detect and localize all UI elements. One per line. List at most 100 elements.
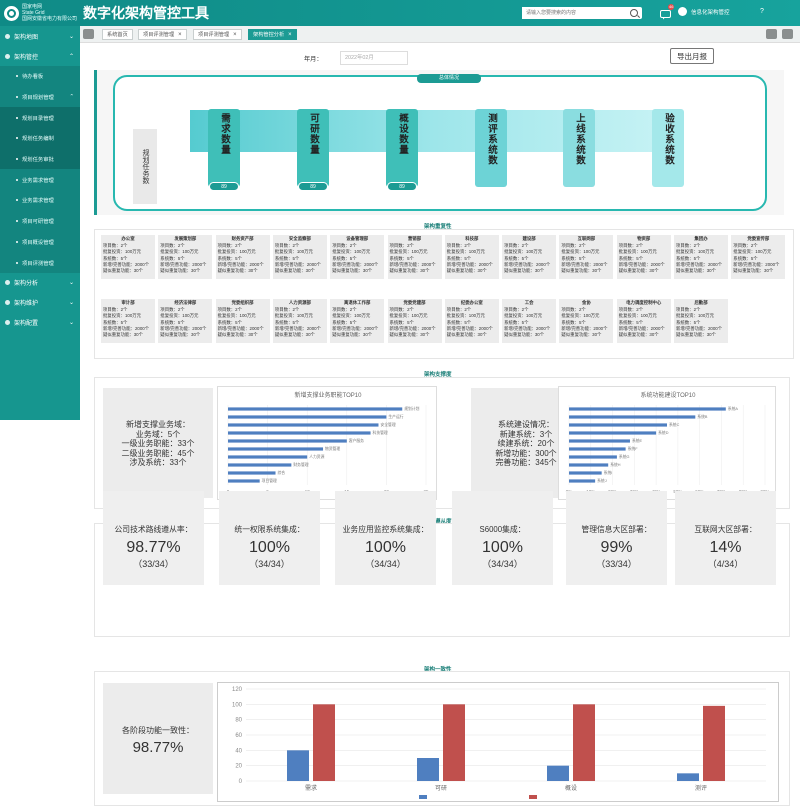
dept-metric: 项目数：2个 — [446, 243, 472, 249]
tab-label: 项目评测管理 — [143, 32, 175, 38]
dept-card[interactable]: 互联网部 项目数：2个 批复投资：100万元 系统数：5个 新增/完善功能：2000个疑… — [559, 235, 614, 279]
close-icon[interactable]: × — [233, 31, 237, 38]
sidebar-item-label: 架构维护 — [14, 301, 39, 308]
dept-name: 纪委办公室 — [460, 300, 483, 305]
dept-card[interactable]: 设备管理部 项目数：2个 批复投资：100万元 系统数：5个 新增/完善功能：2000个… — [330, 235, 385, 279]
dept-name: 人力资源部 — [288, 300, 311, 305]
dept-card[interactable]: 发展策划部 项目数：2个 批复投资：100万元 系统数：5个 新增/完善功能：2000个… — [158, 235, 213, 279]
help-icon[interactable]: ? — [760, 8, 764, 15]
sidebar-subitem[interactable]: 项目概设管理 — [0, 231, 80, 253]
dept-metric: 系统数：5个 — [103, 255, 128, 261]
dept-metric: 疑似重复功能：30个 — [561, 268, 602, 274]
chevron-down-icon: ⌄ — [68, 300, 74, 307]
sidebar-subitem[interactable]: 项目可研管理 — [0, 210, 80, 232]
dept-metric: 系统数：5个 — [332, 255, 357, 261]
dept-card[interactable]: 纪委办公室 项目数：2个 批复投资：100万元 系统数：5个 新增/完善功能：2000个… — [444, 299, 499, 343]
stage-feasibility[interactable]: 可研数量 89 — [297, 109, 329, 191]
bar — [228, 415, 387, 419]
overview-title: 总体情况 — [417, 74, 481, 83]
tab-eval-1[interactable]: 项目评测管理 × — [138, 29, 187, 40]
x-category-label: 可研 — [435, 785, 447, 792]
kpi-pct: 14% — [709, 539, 742, 556]
dept-card[interactable]: 党委党建部 项目数：2个 批复投资：100万元 系统数：5个 新增/完善功能：2000个… — [387, 299, 442, 343]
stage-test[interactable]: 测评系统数 — [475, 109, 507, 187]
dept-card[interactable]: 后勤部 项目数：2个 批复投资：100万元 系统数：5个 新增/完善功能：2000个 疑似… — [674, 299, 728, 343]
business-top10-chart: 新增支撑业务职能TOP100510152025规划计划生产运行安全管理科技管理客… — [217, 386, 437, 500]
dept-card[interactable]: 离退休工作部 项目数：2个 批复投资：100万元 系统数：5个 新增/完善功能：2000… — [330, 299, 385, 343]
dept-card[interactable]: 集团办 项目数：2个 批复投资：100万元 系统数：5个 新增/完善功能：2000个 疑似… — [674, 235, 728, 279]
dept-card[interactable]: 物资部 项目数：2个 批复投资：100万元 系统数：5个 新增/完善功能：2000个 疑似… — [616, 235, 671, 279]
close-icon[interactable]: × — [288, 31, 292, 38]
stat-line: 完善功能：345个 — [495, 458, 557, 467]
dept-card[interactable]: 审计部 项目数：2个 批复投资：100万元 系统数：5个 新增/完善功能：2000个 疑似… — [101, 299, 155, 343]
dept-card[interactable]: 科技部 项目数：2个 批复投资：100万元 系统数：5个 新增/完善功能：2000个 疑似… — [444, 235, 499, 279]
bar — [569, 407, 726, 411]
dept-card[interactable]: 安全监察部 项目数：2个 批复投资：100万元 系统数：5个 新增/完善功能：2000个… — [272, 235, 327, 279]
sidebar-subitem[interactable]: 业务需求管理 — [0, 190, 80, 211]
tab-menu-button[interactable] — [782, 29, 793, 39]
sidebar-subitem[interactable]: 待办看板 — [0, 66, 80, 87]
sidebar-subitem[interactable]: 项目规划管理 ⌃ — [0, 86, 80, 108]
dept-card[interactable]: 建设部 项目数：2个 批复投资：100万元 系统数：5个 新增/完善功能：2000个 疑似… — [502, 235, 557, 279]
dept-card[interactable]: 财务资产部 项目数：2个 批复投资：100万元 系统数：5个 新增/完善功能：2000个… — [215, 235, 270, 279]
month-picker[interactable]: 2022年02月 — [340, 51, 408, 65]
dept-card[interactable]: 营销部 项目数：2个 批复投资：100万元 系统数：5个 新增/完善功能：2000个 疑似… — [387, 235, 442, 279]
bar — [569, 463, 609, 467]
dept-metric: 系统数：5个 — [274, 255, 300, 261]
dept-metric: 项目数：2个 — [504, 307, 529, 313]
overview-panel: 总体情况 规划任务数 需求数量 89 可研数量 89 概设数量 89 测评系统数… — [94, 70, 784, 215]
tab-arch-analysis[interactable]: 架构管控分析 × — [248, 29, 297, 40]
plan-task-count-label: 规划任务数 — [133, 129, 157, 204]
message-icon[interactable]: 46 — [660, 4, 675, 20]
sidebar-subitem[interactable]: 规划目录管理 — [0, 107, 80, 129]
sidebar-item-arch-maintenance[interactable]: 架构维护 ⌄ — [0, 293, 80, 313]
search-input[interactable] — [522, 7, 628, 19]
dept-card[interactable]: 经济法律部 项目数：2个 批复投资：100万元 系统数：5个 新增/完善功能：2000个… — [158, 299, 213, 343]
export-report-button[interactable]: 导出月报 — [670, 48, 714, 64]
stage-design[interactable]: 概设数量 89 — [386, 109, 418, 191]
system-top10-chart: 系统功能建设TOP100%10%20%30%40%50%60%70%80%90%… — [558, 386, 776, 500]
sidebar-item-arch-analysis[interactable]: 架构分析 ⌄ — [0, 273, 80, 293]
dept-card[interactable]: 人力资源部 项目数：2个 批复投资：100万元 系统数：5个 新增/完善功能：2000个… — [272, 299, 327, 343]
search-box[interactable] — [522, 7, 642, 19]
tab-home[interactable]: 系统首页 — [102, 29, 133, 40]
dept-card[interactable]: 党委宣传部 项目数：2个 批复投资：100万元 系统数：5个 新增/完善功能：2000个… — [731, 235, 786, 279]
search-icon[interactable] — [630, 9, 638, 17]
dept-card[interactable]: 党委组织部 项目数：2个 批复投资：100万元 系统数：5个 新增/完善功能：2000个… — [215, 299, 270, 343]
dept-metric: 批复投资：100万元 — [217, 313, 256, 319]
tab-scroll-left-button[interactable] — [83, 29, 94, 39]
bar-category-label: 系统E — [632, 438, 643, 443]
dept-card[interactable]: 办公室 项目数：2个 批复投资：100万元 系统数：5个 新增/完善功能：2000个 疑似… — [101, 235, 155, 279]
sidebar-item-arch-config[interactable]: 架构配置 ⌄ — [0, 313, 80, 333]
sidebar-subitem[interactable]: 规划任务审批 — [0, 148, 80, 170]
bar-category-label: 系统G — [619, 454, 630, 459]
dept-name: 集团办 — [694, 236, 708, 241]
dept-card[interactable]: 金协 项目数：2个 批复投资：100万元 系统数：5个 新增/完善功能：2000个 疑似重… — [559, 299, 614, 343]
sidebar-subitem[interactable]: 业务需求管理 — [0, 169, 80, 191]
dept-metric: 疑似重复功能：30个 — [103, 268, 144, 274]
dept-card[interactable]: 电力调度控制中心 项目数：2个 批复投资：100万元 系统数：5个 新增/完善功能：20… — [616, 299, 671, 343]
tab-eval-2[interactable]: 项目评测管理 × — [193, 29, 242, 40]
user-menu[interactable]: 信息化架构管控 — [678, 7, 730, 16]
sidebar-subitem[interactable]: 规划任务编制 — [0, 128, 80, 149]
sidebar-item-arch-control[interactable]: 架构管控 ⌃ — [0, 46, 80, 66]
sidebar-subitem-label: 规划目录管理 — [22, 115, 54, 122]
dept-metric: 批复投资：100万元 — [504, 249, 543, 255]
stage-count-badge: 89 — [387, 182, 417, 191]
dept-metric: 新增/完善功能：2000个 — [274, 325, 322, 331]
dept-metric: 项目数：2个 — [389, 307, 414, 313]
tab-scroll-right-button[interactable] — [766, 29, 777, 39]
logo-icon — [4, 5, 19, 21]
dept-metric: 批复投资：100万元 — [676, 313, 715, 319]
sidebar-item-arch-map[interactable]: 架构地图 ⌄ — [0, 26, 80, 46]
dept-metric: 疑似重复功能：30个 — [446, 332, 487, 338]
stage-acceptance[interactable]: 验收系统数 — [652, 109, 684, 187]
close-icon[interactable]: × — [178, 31, 182, 38]
compliance-kpi-card: 公司技术路线遵从率： 98.77% （33/34） — [103, 491, 204, 585]
dept-card[interactable]: 工会 项目数：2个 批复投资：100万元 系统数：5个 新增/完善功能：2000个 疑似重… — [502, 299, 557, 343]
stage-online[interactable]: 上线系统数 — [563, 109, 595, 187]
stage-demand[interactable]: 需求数量 89 — [208, 109, 240, 191]
legend-swatch — [529, 795, 537, 799]
sidebar-subitem[interactable]: 项目评测管理 — [0, 252, 80, 273]
kpi-ratio: （4/34） — [707, 559, 744, 569]
